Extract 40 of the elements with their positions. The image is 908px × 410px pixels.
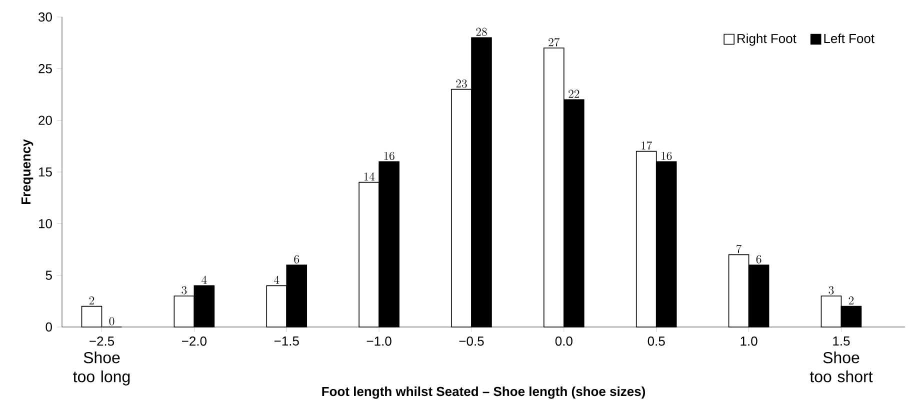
x-tick-label: 1.0: [740, 336, 758, 346]
text: Shoe too long: [73, 352, 130, 386]
x-tick-label: −1.0: [366, 336, 392, 346]
data-label: 2: [89, 296, 94, 304]
x-tick-label: 1.5: [833, 336, 850, 346]
x-tick-label: 0.5: [648, 336, 665, 346]
data-label: 6: [294, 255, 300, 264]
data-label: 3: [828, 286, 834, 294]
data-label: 14: [364, 172, 375, 180]
data-label: 27: [548, 38, 560, 46]
data-label: 4: [202, 276, 207, 284]
data-label: 0: [109, 317, 114, 326]
legend-label: Left Foot: [824, 34, 874, 44]
data-label: 4: [274, 276, 280, 284]
x-tick-label: −2.5: [90, 336, 114, 346]
y-tick-label: 30: [38, 12, 52, 22]
data-label: 3: [182, 286, 187, 294]
x-tick-label: −1.5: [274, 336, 299, 346]
x-axis-title: Foot length whilst Seated – Shoe length (shoe sizes): [322, 386, 646, 399]
data-label: 28: [476, 28, 487, 36]
y-tick-label: 10: [38, 219, 52, 228]
data-label: 23: [456, 79, 467, 88]
y-tick-label: 5: [46, 270, 52, 280]
data-label: 22: [568, 90, 580, 98]
y-axis-title: Frequency: [22, 139, 34, 204]
x-tick-label: −0.5: [459, 336, 484, 346]
y-tick-label: 0: [46, 322, 52, 332]
data-label: 7: [736, 244, 742, 254]
data-label: 2: [848, 296, 854, 304]
data-label: 17: [642, 141, 652, 150]
y-tick-label: 25: [38, 64, 52, 74]
legend-label: Right Foot: [738, 34, 796, 46]
data-label: 16: [384, 152, 394, 160]
data-label: 6: [756, 255, 762, 264]
x-tick-label: 0.0: [555, 336, 572, 346]
text: Shoe too short: [810, 352, 873, 382]
x-tick-label: −2.0: [182, 336, 207, 346]
data-label: 16: [662, 152, 672, 160]
y-tick-label: 15: [38, 167, 52, 177]
y-tick-label: 20: [38, 116, 52, 125]
